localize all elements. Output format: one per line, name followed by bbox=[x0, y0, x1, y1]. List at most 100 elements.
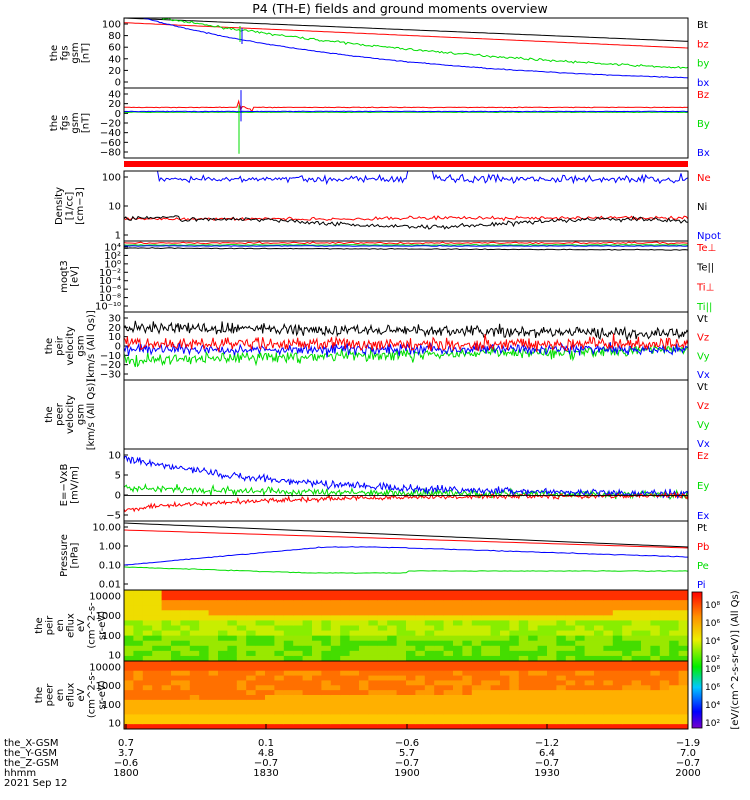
heatmap-cell bbox=[265, 615, 275, 621]
heatmap-cell bbox=[641, 704, 651, 711]
heatmap-cell bbox=[537, 670, 548, 677]
heatmap-cell bbox=[518, 665, 529, 672]
heatmap-cell bbox=[359, 719, 369, 725]
heatmap-cell bbox=[424, 699, 435, 706]
heatmap-cell bbox=[340, 661, 351, 667]
heatmap-cell bbox=[669, 655, 680, 662]
legend-pb: Pb bbox=[697, 542, 709, 553]
heatmap-cell bbox=[349, 709, 360, 715]
heatmap-cell bbox=[180, 724, 191, 730]
heatmap-cell bbox=[171, 640, 181, 647]
heatmap-cell bbox=[293, 610, 304, 616]
heatmap-cell bbox=[471, 670, 482, 677]
heatmap-cell bbox=[246, 600, 257, 606]
heatmap-cell bbox=[330, 680, 341, 686]
heatmap-cell bbox=[180, 675, 191, 681]
heatmap-cell bbox=[218, 709, 228, 715]
heatmap-cell bbox=[528, 719, 539, 725]
heatmap-cell bbox=[208, 650, 219, 657]
heatmap-cell bbox=[330, 610, 341, 616]
heatmap-cell bbox=[471, 610, 482, 616]
heatmap-cell bbox=[415, 665, 426, 672]
heatmap-cell bbox=[453, 724, 463, 730]
panel-peir_eflux: the peir en eflux eV (cm^2-s-sr-eV)1000010001… bbox=[34, 589, 689, 662]
heatmap-cell bbox=[171, 714, 181, 720]
heatmap-cell bbox=[152, 670, 163, 677]
heatmap-cell bbox=[208, 605, 219, 611]
heatmap-cell bbox=[152, 709, 163, 715]
heatmap-cell bbox=[340, 675, 351, 681]
heatmap-cell bbox=[424, 640, 435, 647]
heatmap-cell bbox=[575, 635, 586, 642]
heatmap-cell bbox=[255, 615, 266, 621]
legend-ez: Ez bbox=[697, 451, 709, 462]
heatmap-cell bbox=[669, 665, 680, 672]
heatmap-cell bbox=[265, 704, 275, 711]
heatmap-cell bbox=[575, 724, 586, 730]
heatmap-cell bbox=[124, 690, 134, 696]
heatmap-cell bbox=[603, 615, 614, 621]
heatmap-cell bbox=[434, 709, 445, 715]
heatmap-cell bbox=[387, 590, 398, 596]
heatmap-cell bbox=[659, 590, 670, 596]
heatmap-cell bbox=[340, 590, 351, 596]
heatmap-cell bbox=[340, 670, 351, 677]
heatmap-cell bbox=[453, 595, 463, 601]
heatmap-cell bbox=[218, 714, 228, 720]
heatmap-cell bbox=[603, 635, 614, 642]
heatmap-cell bbox=[453, 675, 463, 681]
heatmap-cell bbox=[171, 635, 181, 642]
heatmap-cell bbox=[678, 685, 689, 691]
heatmap-cell bbox=[678, 590, 689, 596]
heatmap-cell bbox=[471, 695, 482, 701]
heatmap-cell bbox=[283, 699, 294, 706]
legend-vy: Vy bbox=[697, 351, 710, 362]
heatmap-cell bbox=[622, 640, 633, 647]
heatmap-cell bbox=[359, 610, 369, 616]
heatmap-cell bbox=[321, 724, 332, 730]
panel-temperature: moqt3 [eV]10⁴10²10⁰10⁻²10⁻⁴10⁻⁶10⁻⁸10⁻¹⁰T… bbox=[59, 240, 716, 313]
heatmap-cell bbox=[547, 709, 557, 715]
ytick-label: 10² bbox=[104, 251, 121, 262]
heatmap-cell bbox=[650, 685, 661, 691]
heatmap-cell bbox=[659, 699, 670, 706]
heatmap-cell bbox=[218, 625, 228, 632]
heatmap-cell bbox=[321, 709, 332, 715]
heatmap-cell bbox=[208, 680, 219, 686]
heatmap-cell bbox=[631, 635, 642, 642]
xaxis-tick-hhmm: 1930 bbox=[534, 768, 559, 779]
heatmap-cell bbox=[142, 635, 153, 642]
heatmap-cell bbox=[293, 640, 304, 647]
heatmap-cell bbox=[462, 640, 473, 647]
heatmap-cell bbox=[434, 650, 445, 657]
heatmap-cell bbox=[293, 670, 304, 677]
heatmap-cell bbox=[556, 655, 567, 662]
heatmap-cell bbox=[415, 595, 426, 601]
heatmap-cell bbox=[650, 640, 661, 647]
heatmap-cell bbox=[481, 625, 492, 632]
heatmap-cell bbox=[556, 645, 567, 652]
heatmap-cell bbox=[415, 640, 426, 647]
heatmap-cell bbox=[293, 680, 304, 686]
colorbar-gradient bbox=[691, 591, 703, 729]
heatmap-cell bbox=[377, 635, 388, 642]
heatmap-cell bbox=[340, 595, 351, 601]
heatmap-cell bbox=[312, 719, 322, 725]
heatmap-cell bbox=[142, 709, 153, 715]
heatmap-cell bbox=[462, 670, 473, 677]
heatmap-cell bbox=[500, 625, 510, 632]
heatmap-cell bbox=[556, 719, 567, 725]
heatmap-cell bbox=[377, 650, 388, 657]
heatmap-cell bbox=[406, 610, 416, 616]
heatmap-cell bbox=[556, 600, 567, 606]
heatmap-cell bbox=[500, 595, 510, 601]
heatmap-cell bbox=[547, 714, 557, 720]
heatmap-cell bbox=[340, 680, 351, 686]
ytick-label: 40 bbox=[108, 90, 121, 101]
ytick-label: 0.10 bbox=[99, 561, 121, 572]
heatmap-cell bbox=[481, 590, 492, 596]
heatmap-cell bbox=[406, 699, 416, 706]
heatmap-cell bbox=[246, 655, 257, 662]
heatmap-cell bbox=[246, 724, 257, 730]
